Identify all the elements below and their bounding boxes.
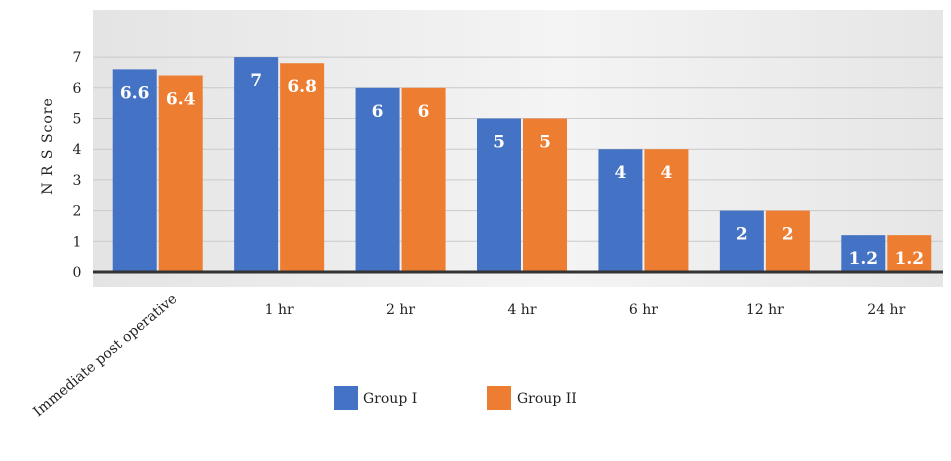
data-label: 2	[782, 225, 794, 245]
data-label: 1.2	[848, 249, 878, 269]
x-tick-label: 24 hr	[867, 302, 905, 318]
x-tick-label: 1 hr	[265, 302, 294, 318]
data-label: 4	[615, 163, 627, 183]
bar-group-1-2	[355, 87, 400, 272]
bar-group-2-1	[280, 63, 325, 272]
y-tick-label: 6	[73, 81, 82, 97]
legend-swatch-2	[487, 386, 511, 410]
bar-group-2-2	[401, 87, 446, 272]
y-tick-label: 3	[73, 173, 82, 189]
y-tick-label: 5	[73, 112, 82, 128]
bar-group-2-0	[158, 75, 203, 273]
bars	[112, 57, 932, 273]
y-axis-ticks: 0 1 2 3 4 5 6 7	[73, 50, 82, 281]
bar-group-1-3	[477, 118, 521, 272]
legend-label-2: Group II	[517, 391, 577, 407]
x-tick-label: Immediate post operative	[30, 291, 180, 420]
bar-group-2-5	[765, 210, 810, 272]
data-label: 1.2	[894, 249, 924, 269]
data-label: 2	[736, 225, 748, 245]
value-labels: 6.6 6.4 7 6.8 6 6 5 5 4 4 2 2 1.2 1.2	[120, 71, 924, 269]
x-tick-label: 6 hr	[629, 302, 658, 318]
x-axis-tick-labels: Immediate post operative 1 hr 2 hr 4 hr 6 hr…	[30, 291, 905, 420]
bar-group-1-6	[841, 235, 886, 272]
y-axis-title: N R S Score	[40, 97, 56, 195]
legend-swatch-1	[334, 386, 358, 410]
data-label: 6.6	[120, 83, 150, 103]
y-tick-label: 1	[73, 234, 82, 250]
x-tick-label: 4 hr	[507, 302, 536, 318]
data-label: 7	[250, 71, 262, 91]
data-label: 6.4	[166, 90, 196, 110]
x-tick-label: 2 hr	[386, 302, 415, 318]
data-label: 6	[372, 102, 384, 122]
x-tick-label: 12 hr	[746, 302, 784, 318]
data-label: 5	[539, 133, 551, 153]
y-tick-label: 7	[73, 50, 82, 66]
y-tick-label: 2	[73, 204, 82, 220]
data-label: 4	[661, 163, 673, 183]
bar-group-2-3	[523, 118, 567, 272]
data-label: 6.8	[287, 77, 317, 97]
legend: Group I Group II	[334, 386, 577, 410]
bar-group-1-5	[719, 210, 764, 272]
bar-group-2-4	[644, 149, 689, 272]
bar-group-1-1	[234, 57, 279, 272]
y-tick-label: 4	[73, 142, 82, 158]
bar-group-1-0	[112, 69, 157, 272]
data-label: 5	[493, 133, 505, 153]
legend-label-1: Group I	[363, 391, 417, 407]
data-label: 6	[418, 102, 430, 122]
bar-group-2-6	[887, 235, 932, 272]
y-tick-label: 0	[73, 265, 82, 281]
bar-group-1-4	[598, 149, 643, 272]
